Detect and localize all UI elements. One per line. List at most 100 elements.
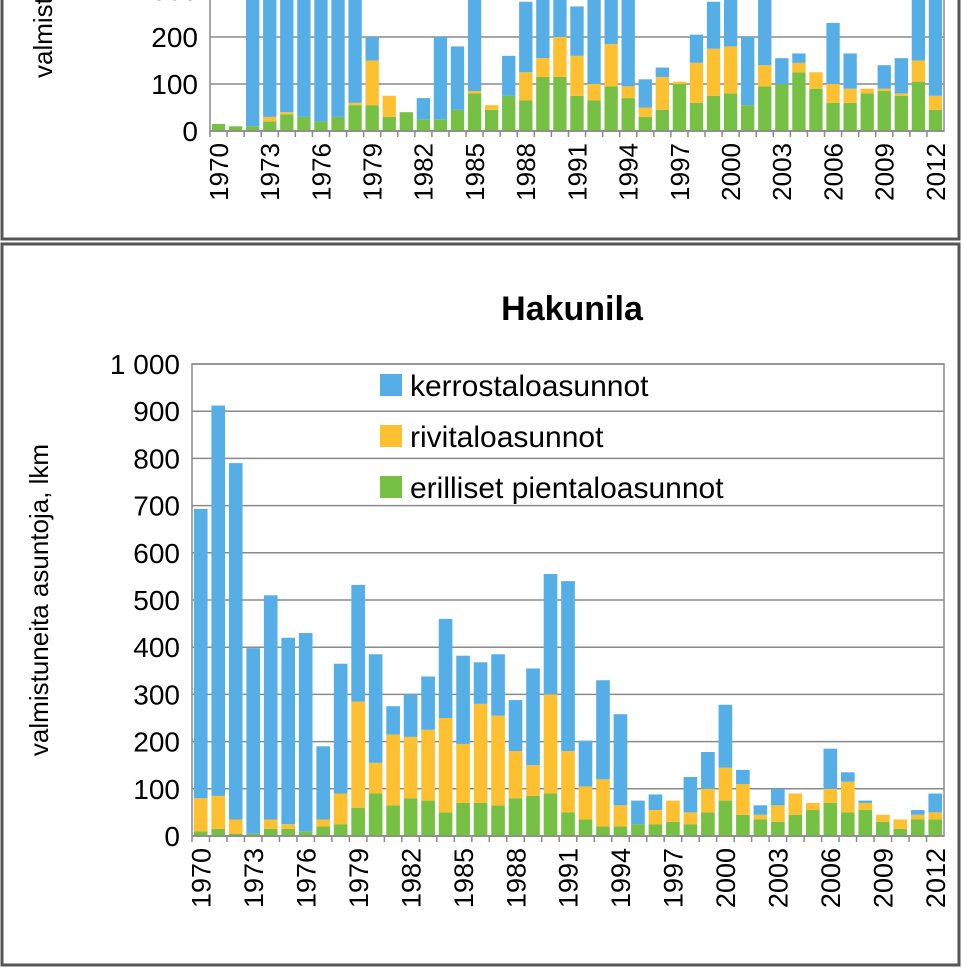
bar-segment bbox=[840, 781, 855, 813]
bar-segment bbox=[298, 633, 313, 832]
x-tick-label: 1970 bbox=[186, 848, 216, 908]
bar-segment bbox=[403, 798, 418, 836]
bar-segment bbox=[561, 581, 575, 752]
bar-segment bbox=[736, 784, 750, 815]
bar-segment bbox=[706, 95, 721, 131]
bar-segment bbox=[928, 812, 943, 820]
bar-segment bbox=[706, 1, 721, 49]
bar-segment bbox=[416, 98, 431, 120]
bar-segment bbox=[621, 98, 635, 131]
chart-title: Hakunila bbox=[501, 290, 644, 328]
bar-segment bbox=[553, 76, 567, 131]
x-tick-label: 1970 bbox=[204, 143, 234, 201]
bar-segment bbox=[438, 618, 453, 718]
bar-segment bbox=[368, 654, 383, 763]
x-tick-label: 2012 bbox=[921, 848, 951, 908]
y-tick-label: 0 bbox=[182, 116, 198, 147]
bar-segment bbox=[450, 109, 465, 131]
x-tick-label: 2009 bbox=[869, 848, 899, 908]
bar-segment bbox=[351, 807, 365, 836]
bar-segment bbox=[263, 121, 277, 131]
bar-segment bbox=[587, 0, 601, 85]
bar-segment bbox=[928, 0, 943, 96]
bar-segment bbox=[823, 748, 838, 789]
bar-segment bbox=[473, 662, 488, 704]
bar-segment bbox=[718, 704, 733, 768]
bar-segment bbox=[809, 88, 823, 131]
bar-segment bbox=[316, 746, 330, 820]
bar-segment bbox=[211, 795, 226, 829]
bar-segment bbox=[613, 826, 628, 836]
bar-segment bbox=[753, 819, 768, 836]
x-tick-label: 1994 bbox=[606, 848, 636, 908]
bar-segment bbox=[826, 102, 840, 131]
y-tick-label: 300 bbox=[151, 0, 198, 6]
panel-frame bbox=[0, 242, 961, 967]
bar-segment bbox=[877, 65, 891, 89]
bar-segment bbox=[543, 574, 558, 695]
x-tick-label: 2006 bbox=[816, 848, 846, 908]
x-tick-label: 2000 bbox=[716, 143, 746, 201]
y-tick-label: 700 bbox=[133, 491, 180, 522]
bar-segment bbox=[467, 91, 482, 94]
bar-segment bbox=[613, 714, 628, 806]
bar-segment bbox=[297, 116, 311, 131]
bar-segment bbox=[508, 700, 523, 752]
bar-segment bbox=[316, 819, 330, 827]
bar-segment bbox=[860, 93, 874, 131]
x-tick-label: 2012 bbox=[921, 143, 951, 201]
bar-segment bbox=[421, 729, 435, 801]
bar-segment bbox=[775, 84, 789, 131]
bar-segment bbox=[631, 824, 645, 836]
bar-segment bbox=[438, 718, 453, 813]
bar-segment bbox=[758, 86, 772, 131]
bar-segment bbox=[771, 788, 785, 806]
bar-segment bbox=[403, 736, 418, 799]
bar-segment bbox=[246, 126, 260, 131]
bar-segment bbox=[433, 37, 448, 120]
bar-segment bbox=[502, 55, 516, 96]
bar-segment bbox=[701, 812, 715, 836]
bar-segment bbox=[578, 740, 593, 787]
y-axis-label: valmistuneita asuntoja, lkm bbox=[28, 0, 58, 78]
bar-segment bbox=[348, 105, 362, 131]
bar-segment bbox=[723, 93, 738, 131]
bar-segment bbox=[621, 0, 635, 87]
bar-segment bbox=[314, 121, 328, 131]
bar-segment bbox=[840, 772, 855, 782]
bar-segment bbox=[365, 37, 379, 61]
legend-swatch bbox=[380, 425, 402, 447]
bar-segment bbox=[553, 0, 567, 37]
bar-segment bbox=[928, 109, 943, 131]
bar-segment bbox=[331, 0, 345, 117]
bar-segment bbox=[809, 72, 823, 89]
x-tick-label: 2003 bbox=[767, 143, 797, 201]
bar-segment bbox=[297, 0, 311, 117]
bar-segment bbox=[473, 802, 488, 836]
bar-segment bbox=[928, 819, 943, 836]
bar-segment bbox=[193, 831, 208, 836]
bar-segment bbox=[351, 584, 365, 702]
x-tick-label: 1976 bbox=[306, 143, 336, 201]
bar-segment bbox=[877, 91, 891, 131]
y-tick-label: 600 bbox=[133, 538, 180, 569]
bar-segment bbox=[473, 703, 488, 803]
bar-segment bbox=[655, 109, 670, 131]
x-tick-label: 1991 bbox=[554, 848, 584, 908]
bar-segment bbox=[578, 819, 593, 836]
bar-segment bbox=[928, 793, 943, 813]
panel-frame bbox=[0, 0, 961, 241]
x-tick-label: 1982 bbox=[396, 848, 426, 908]
bar-segment bbox=[526, 765, 540, 796]
bar-segment bbox=[843, 53, 857, 89]
bar-segment bbox=[911, 0, 926, 61]
bar-segment bbox=[655, 67, 670, 77]
bar-segment bbox=[228, 833, 243, 836]
bar-segment bbox=[758, 0, 772, 66]
bar-segment bbox=[368, 762, 383, 794]
bar-segment bbox=[246, 0, 260, 127]
x-tick-label: 1973 bbox=[255, 143, 285, 201]
bar-segment bbox=[246, 648, 261, 834]
bar-segment bbox=[683, 777, 698, 813]
bar-segment bbox=[894, 95, 908, 131]
